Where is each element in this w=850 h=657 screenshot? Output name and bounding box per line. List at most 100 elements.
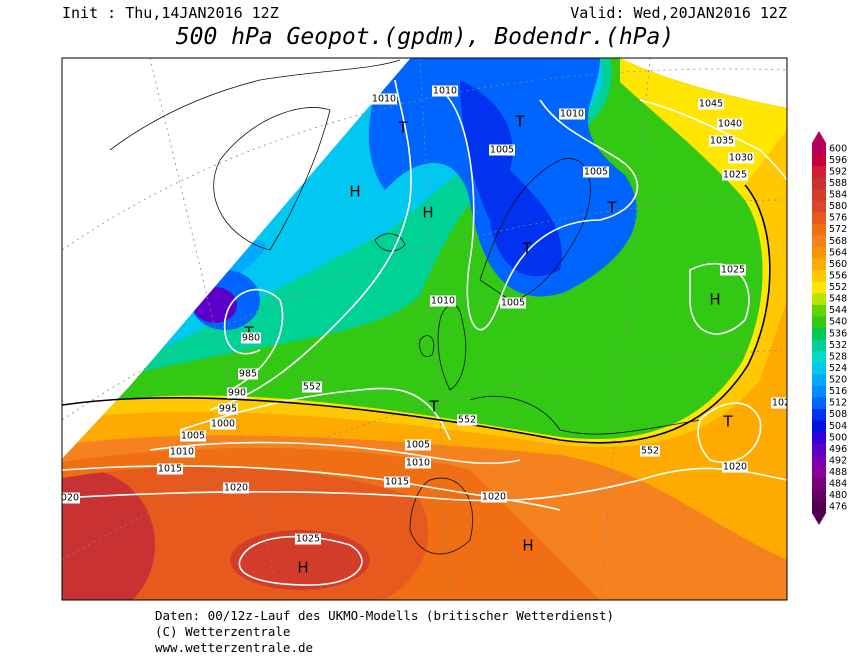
pressure-center: T (397, 119, 408, 137)
footer-line: www.wetterzentrale.de (155, 640, 313, 655)
legend-swatch (812, 443, 826, 456)
label-box (210, 418, 236, 430)
label-box (559, 108, 585, 120)
map-frame (61, 57, 788, 601)
legend-swatch (812, 339, 826, 352)
legend-label: 520 (829, 375, 847, 386)
pressure-center: H (349, 183, 360, 201)
legend-swatch (812, 455, 826, 468)
isobar-label: 995 (219, 404, 237, 415)
label-box (500, 297, 526, 309)
field-508 (460, 80, 562, 277)
label-box (241, 332, 261, 344)
legend-swatch (812, 328, 826, 341)
pressure-center: T (722, 413, 733, 431)
map-labels: 1010 T 1010 T 1010 1005 1005 T H H T 1025 H 1010 1005 T… (61, 85, 787, 577)
legend-swatch (812, 397, 826, 410)
legend-swatch (812, 281, 826, 294)
isobar-label: 552 (303, 382, 321, 393)
label-box (405, 457, 431, 469)
isobar-label: 020 (61, 493, 79, 504)
isobar-label: 1020 (723, 462, 747, 473)
legend-label: 516 (829, 386, 847, 397)
map-area: 1010 T 1010 T 1010 1005 1005 T H H T 1025 H 1010 1005 T… (61, 58, 787, 600)
pressure-center: T (521, 240, 532, 258)
isobar-label: 1020 (224, 483, 248, 494)
legend-swatch (812, 200, 826, 213)
isobar-label: 1005 (584, 167, 608, 178)
pressure-center: T (428, 398, 439, 416)
label-box (583, 166, 609, 178)
label-box (489, 144, 515, 156)
legend-swatch (812, 466, 826, 479)
isobar-label: 1025 (723, 170, 747, 181)
line-552 (62, 184, 771, 444)
isobar (439, 89, 639, 331)
label-box (405, 439, 431, 451)
init-time: Init : Thu,14JAN2016 12Z (62, 4, 279, 22)
label-box (384, 476, 410, 488)
legend-swatch (812, 154, 826, 167)
pressure-center: H (522, 537, 533, 555)
label-box (218, 403, 238, 415)
label-box (295, 533, 321, 545)
legend-label: 540 (829, 317, 847, 328)
legend-swatch (812, 362, 826, 375)
isobar-label: 552 (641, 446, 659, 457)
legend-swatch (812, 478, 826, 491)
legend-swatch (812, 270, 826, 283)
graticule-line (419, 58, 451, 600)
legend-swatch (812, 235, 826, 248)
label-box (227, 387, 247, 399)
pressure-center: H (422, 204, 433, 222)
isobar-label: 1010 (372, 94, 396, 105)
legend-swatch (812, 258, 826, 271)
legend-swatch (812, 247, 826, 260)
label-box (728, 152, 754, 164)
pressure-center: H (709, 291, 720, 309)
label-box (771, 397, 787, 409)
legend-label: 480 (829, 490, 847, 501)
label-box (180, 430, 206, 442)
isobar-label: 1015 (158, 464, 182, 475)
legend-label: 544 (829, 305, 847, 316)
label-box (238, 368, 258, 380)
isobar-label: 1015 (385, 477, 409, 488)
label-box (457, 414, 477, 426)
label-box (722, 169, 748, 181)
legend-label: 600 (829, 143, 847, 154)
isobar-label: 1010 (431, 296, 455, 307)
isobar-label: 1025 (721, 265, 745, 276)
label-box (717, 118, 743, 130)
legend-swatch (812, 385, 826, 398)
legend-label: 504 (829, 421, 847, 432)
coastlines (109, 59, 701, 555)
pressure-center: H (297, 559, 308, 577)
label-box (640, 445, 660, 457)
isobar (223, 288, 284, 391)
color-legend: 6005965925885845805765725685645605565525… (812, 131, 847, 525)
greenland-coast (109, 59, 401, 251)
pressure-center: T (514, 113, 525, 131)
label-box (157, 463, 183, 475)
isobar-label: 1020 (482, 492, 506, 503)
isobar-label: 1025 (296, 534, 320, 545)
isobar-label: 1005 (490, 145, 514, 156)
label-box (722, 461, 748, 473)
legend-label: 548 (829, 294, 847, 305)
legend-label: 564 (829, 247, 847, 258)
legend-swatch (812, 316, 826, 329)
label-box (223, 482, 249, 494)
domain-edge (62, 58, 411, 459)
legend-swatch (812, 293, 826, 306)
valid-time: Valid: Wed,20JAN2016 12Z (570, 4, 787, 22)
isobar-label: 1010 (560, 109, 584, 120)
legend-label: 528 (829, 351, 847, 362)
graticule (62, 58, 787, 600)
label-box (698, 98, 724, 110)
legend-swatch (812, 374, 826, 387)
legend-swatch (812, 351, 826, 364)
legend-label: 536 (829, 328, 847, 339)
isobar-label: 1005 (406, 440, 430, 451)
